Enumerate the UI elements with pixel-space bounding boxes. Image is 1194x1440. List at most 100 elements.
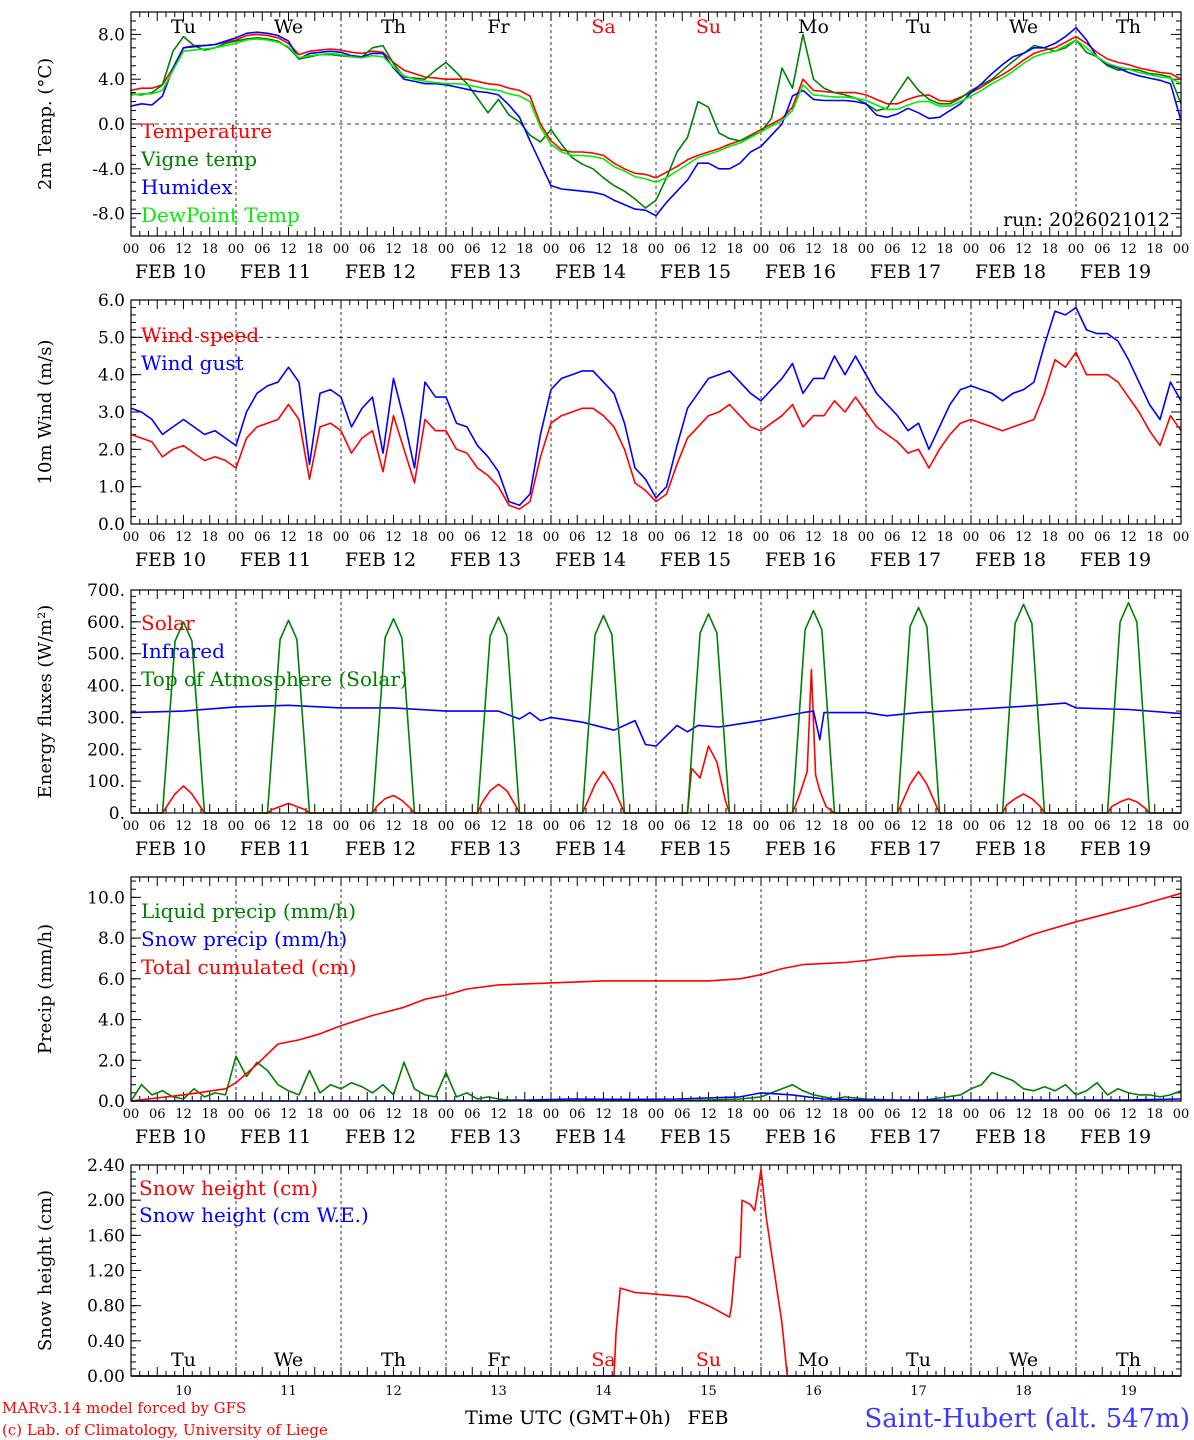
hour-label: 06 bbox=[884, 819, 901, 834]
series-infrared bbox=[130, 702, 1182, 747]
date-label: FEB 13 bbox=[450, 1126, 521, 1148]
hour-label: 12 bbox=[280, 530, 297, 545]
hour-label: 06 bbox=[149, 530, 166, 545]
panel-precip: 0.0 2.0 4.0 6.0 8.0 10.0 Precip (mm/h) Liquid p… bbox=[35, 876, 1189, 1148]
hour-label: 18 bbox=[1041, 819, 1058, 834]
date-label: FEB 19 bbox=[1080, 549, 1151, 571]
plot-frame bbox=[130, 876, 1182, 1102]
date-label: FEB 17 bbox=[870, 261, 941, 283]
date-label: FEB 14 bbox=[555, 261, 626, 283]
hour-label: 18 bbox=[621, 819, 638, 834]
hour-label: 06 bbox=[1094, 530, 1111, 545]
legend-entry: Humidex bbox=[141, 175, 233, 199]
date-label: FEB 13 bbox=[450, 838, 521, 860]
hour-label: 06 bbox=[884, 242, 901, 257]
hour-label: 18 bbox=[201, 242, 218, 257]
weekday-label: Tu bbox=[906, 1349, 931, 1371]
hour-label: 18 bbox=[1041, 1107, 1058, 1122]
hour-label: 12 bbox=[490, 530, 507, 545]
hour-label: 00 bbox=[333, 530, 350, 545]
hour-label: 06 bbox=[359, 242, 376, 257]
y-tick-label: 2.0 bbox=[98, 440, 125, 460]
date-label: FEB 16 bbox=[765, 261, 836, 283]
hour-label: 12 bbox=[490, 1107, 507, 1122]
y-tick-label: 2.0 bbox=[98, 1051, 125, 1071]
weekday-label: Tu bbox=[171, 16, 196, 38]
hour-label: 12 bbox=[280, 242, 297, 257]
weekday-label: Tu bbox=[906, 16, 931, 38]
hour-label: 18 bbox=[516, 530, 533, 545]
y-tick-label: 4.0 bbox=[98, 366, 125, 386]
hour-label: 12 bbox=[910, 530, 927, 545]
hour-label: 18 bbox=[411, 530, 428, 545]
date-label: FEB 10 bbox=[135, 261, 206, 283]
y-tick-label: 1.20 bbox=[87, 1262, 125, 1282]
hour-label: 12 bbox=[700, 819, 717, 834]
y-tick-label: 4.0 bbox=[98, 70, 125, 90]
legend-entry: Vigne temp bbox=[140, 147, 257, 171]
hour-label: 00 bbox=[1068, 819, 1085, 834]
hour-label: 18 bbox=[516, 1107, 533, 1122]
hour-label: 18 bbox=[1041, 530, 1058, 545]
hour-label: 18 bbox=[936, 242, 953, 257]
hour-label: 00 bbox=[963, 1107, 980, 1122]
day-number: 12 bbox=[385, 1384, 402, 1399]
hour-label: 18 bbox=[1146, 530, 1163, 545]
y-axis-label: 2m Temp. (°C) bbox=[35, 58, 56, 190]
hour-label: 12 bbox=[175, 242, 192, 257]
hour-label: 12 bbox=[595, 242, 612, 257]
hour-label: 00 bbox=[123, 242, 140, 257]
y-tick-label: 1.60 bbox=[87, 1226, 125, 1246]
footer: MARv3.14 model forced by GFS (c) Lab. of… bbox=[2, 1399, 1190, 1439]
hour-label: 06 bbox=[149, 1107, 166, 1122]
hour-label: 12 bbox=[280, 1107, 297, 1122]
run-annotation: run: 2026021012 bbox=[1003, 209, 1170, 231]
weekday-label: Th bbox=[1116, 1349, 1141, 1371]
hour-label: 18 bbox=[306, 819, 323, 834]
hour-label: 18 bbox=[201, 819, 218, 834]
hour-label: 06 bbox=[464, 530, 481, 545]
hour-label: 00 bbox=[858, 530, 875, 545]
hour-label: 00 bbox=[963, 242, 980, 257]
hour-label: 06 bbox=[989, 530, 1006, 545]
hour-label: 18 bbox=[411, 242, 428, 257]
hour-label: 00 bbox=[543, 819, 560, 834]
hour-label: 06 bbox=[779, 242, 796, 257]
hour-label: 00 bbox=[123, 530, 140, 545]
hour-label: 12 bbox=[805, 1107, 822, 1122]
date-label: FEB 16 bbox=[765, 838, 836, 860]
hour-label: 00 bbox=[543, 530, 560, 545]
hour-label: 06 bbox=[254, 242, 271, 257]
legend-entry: Temperature bbox=[141, 119, 272, 143]
hour-label: 06 bbox=[569, 819, 586, 834]
hour-label: 06 bbox=[569, 530, 586, 545]
month-label: FEB bbox=[687, 1407, 728, 1429]
hour-label: 12 bbox=[1015, 819, 1032, 834]
weekday-label: Sa bbox=[591, 16, 615, 38]
hour-label: 06 bbox=[254, 1107, 271, 1122]
hour-label: 00 bbox=[648, 242, 665, 257]
hour-label: 18 bbox=[516, 242, 533, 257]
y-tick-label: 6.0 bbox=[98, 970, 125, 990]
hour-label: 12 bbox=[595, 1107, 612, 1122]
series-snow-height-cm- bbox=[131, 1168, 1181, 1377]
weekday-label: We bbox=[1009, 1349, 1038, 1371]
hour-label: 18 bbox=[831, 1107, 848, 1122]
date-label: FEB 15 bbox=[660, 1126, 731, 1148]
hour-label: 12 bbox=[1120, 530, 1137, 545]
weekday-label: Mo bbox=[798, 1349, 829, 1371]
hour-label: 18 bbox=[621, 530, 638, 545]
hour-label: 06 bbox=[464, 1107, 481, 1122]
hour-label: 12 bbox=[490, 242, 507, 257]
date-label: FEB 13 bbox=[450, 261, 521, 283]
legend-entry: DewPoint Temp bbox=[141, 203, 300, 227]
hour-label: 18 bbox=[411, 1107, 428, 1122]
weekday-label: We bbox=[274, 1349, 303, 1371]
hour-label: 00 bbox=[1068, 530, 1085, 545]
day-number: 17 bbox=[910, 1384, 927, 1399]
hour-label: 00 bbox=[228, 1107, 245, 1122]
hour-label: 12 bbox=[385, 242, 402, 257]
day-number: 16 bbox=[805, 1384, 822, 1399]
plot-frame bbox=[130, 589, 1182, 814]
